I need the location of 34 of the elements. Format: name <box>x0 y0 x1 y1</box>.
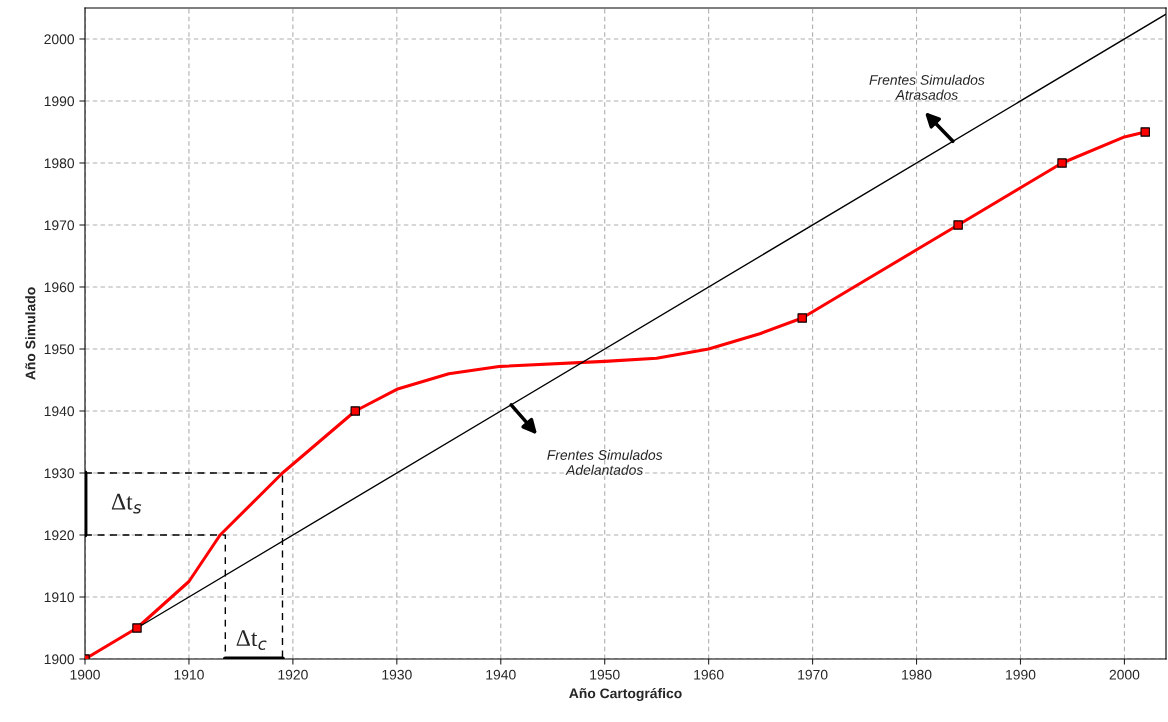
y-tick-label: 1960 <box>44 282 75 293</box>
x-tick-label: 1950 <box>590 669 620 680</box>
x-tick-label: 1940 <box>486 669 516 680</box>
annotation: Frentes Simulados Atrasados <box>869 74 985 100</box>
x-tick-label: 1960 <box>694 669 724 680</box>
y-tick-label: 1990 <box>44 96 75 107</box>
point <box>350 406 360 416</box>
y-tick-label: 1970 <box>44 220 75 231</box>
y-tick-label: 1900 <box>44 654 75 665</box>
x-tick-label: 1900 <box>70 669 100 680</box>
annotation: Δt$_{c}$ <box>236 630 267 650</box>
point <box>1140 127 1150 137</box>
y-tick-label: 1940 <box>44 406 75 417</box>
point <box>132 623 142 633</box>
y-axis-title: Año Simulado <box>25 287 36 380</box>
x-tick-label: 1920 <box>278 669 308 680</box>
annotation: Frentes Simulados Adelantados <box>547 449 663 475</box>
y-tick-label: 1920 <box>44 530 75 541</box>
point <box>1057 158 1067 168</box>
x-tick-label: 1990 <box>1006 669 1036 680</box>
x-tick-label: 1980 <box>902 669 932 680</box>
y-tick-label: 1930 <box>44 468 75 479</box>
annotation: Δt$_{s}$ <box>111 493 142 514</box>
point <box>797 313 807 323</box>
x-tick-label: 1910 <box>174 669 204 680</box>
x-tick-label: 2000 <box>1109 669 1140 680</box>
y-tick-label: 1980 <box>44 158 75 169</box>
y-tick-label: 1910 <box>44 592 75 603</box>
y-tick-label: 1950 <box>44 344 75 355</box>
x-tick-label: 1970 <box>798 669 828 680</box>
x-tick-label: 1930 <box>382 669 412 680</box>
x-axis-title: Año Cartográfico <box>569 687 682 702</box>
point <box>953 220 963 230</box>
y-tick-label: 2000 <box>44 34 75 45</box>
